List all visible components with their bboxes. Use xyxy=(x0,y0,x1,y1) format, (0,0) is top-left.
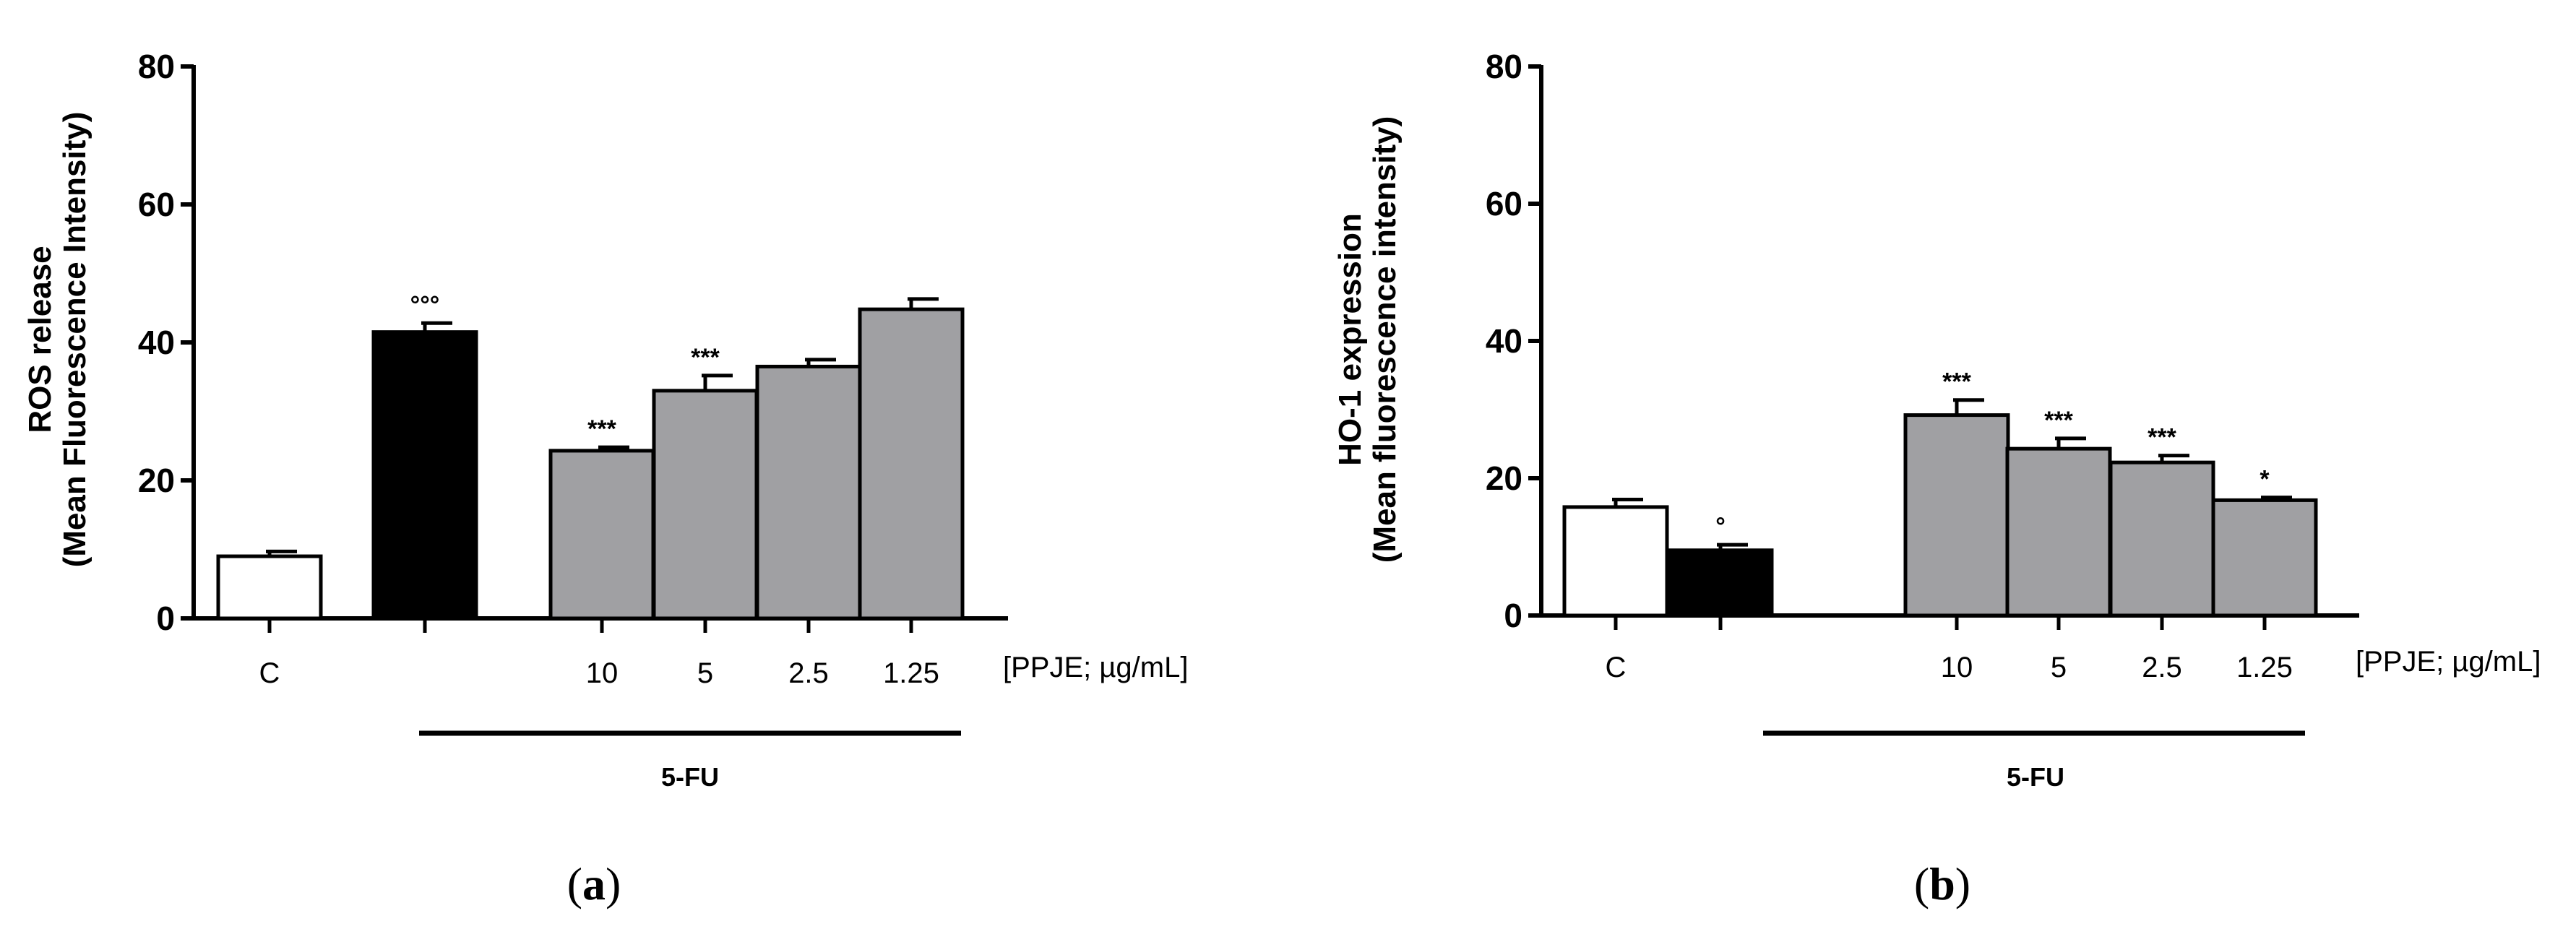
x-tick-label: 2.5 xyxy=(2142,652,2182,683)
x-tick-label: C xyxy=(1606,652,1627,683)
significance-mark: *** xyxy=(2044,407,2073,434)
y-tick-label: 80 xyxy=(1486,48,1522,85)
x-tick-label: 1.25 xyxy=(883,657,939,689)
group-label: 5-FU xyxy=(661,762,719,792)
panel-label: (b) xyxy=(1914,858,1970,909)
bar xyxy=(1562,505,1669,618)
x-tick-label: 10 xyxy=(586,657,619,689)
bar xyxy=(1667,548,1774,618)
panel-label-letter: a xyxy=(582,858,606,909)
y-axis-subtitle: (Mean fluorescence intensity) xyxy=(1367,116,1403,563)
significance-mark: °°° xyxy=(410,291,440,319)
bar xyxy=(1903,413,2010,618)
y-tick-label: 40 xyxy=(1486,322,1522,360)
bar xyxy=(858,307,965,621)
bar xyxy=(2211,498,2318,618)
panel-label-close-paren: ) xyxy=(606,858,621,909)
y-axis-title: HO-1 expression xyxy=(1332,213,1368,466)
x-tick-label: 5 xyxy=(2051,652,2067,683)
significance-mark: *** xyxy=(2148,424,2176,451)
bar xyxy=(2005,446,2112,618)
panel-label: (a) xyxy=(567,858,621,909)
y-axis-subtitle: (Mean Fluorescence Intensity) xyxy=(57,112,92,568)
y-tick-label: 80 xyxy=(138,48,175,85)
group-label: 5-FU xyxy=(2007,762,2064,792)
bar xyxy=(2108,460,2215,618)
bar xyxy=(371,330,478,621)
panel-label-close-paren: ) xyxy=(1955,858,1970,909)
y-tick-label: 0 xyxy=(1504,597,1522,634)
y-tick-label: 20 xyxy=(1486,459,1522,497)
x-unit-label: [PPJE; µg/mL] xyxy=(2356,646,2541,678)
panel-label-open-paren: ( xyxy=(567,858,582,909)
significance-mark: *** xyxy=(587,415,616,443)
significance-mark: *** xyxy=(691,344,720,371)
x-tick-label: C xyxy=(259,657,280,689)
x-tick-label: 2.5 xyxy=(788,657,829,689)
y-tick-label: 20 xyxy=(138,462,175,499)
x-tick-label: 5 xyxy=(697,657,713,689)
panel-label-letter: b xyxy=(1929,858,1955,909)
bar xyxy=(216,554,323,621)
significance-mark: * xyxy=(2260,466,2270,493)
y-tick-label: 0 xyxy=(156,600,175,637)
y-tick-label: 40 xyxy=(138,324,175,361)
y-tick-label: 60 xyxy=(138,186,175,223)
bar xyxy=(548,449,655,621)
panel-label-open-paren: ( xyxy=(1914,858,1929,909)
x-unit-label: [PPJE; µg/mL] xyxy=(1003,652,1188,683)
significance-mark: ° xyxy=(1715,513,1726,540)
chart-panel-b: 0 20 40 60 80 HO-1 expression (Mean fluorescen… xyxy=(1332,48,2541,909)
y-axis-title: ROS release xyxy=(22,246,58,433)
x-tick-label: 1.25 xyxy=(2236,652,2293,683)
significance-mark: *** xyxy=(1942,368,1971,396)
chart-panel-a: 0 20 40 60 80 ROS release (Mean Fluorescence I… xyxy=(22,48,1188,909)
bar xyxy=(652,389,759,621)
y-tick-label: 60 xyxy=(1486,185,1522,222)
bar xyxy=(755,364,862,621)
x-tick-label: 10 xyxy=(1941,652,1973,683)
